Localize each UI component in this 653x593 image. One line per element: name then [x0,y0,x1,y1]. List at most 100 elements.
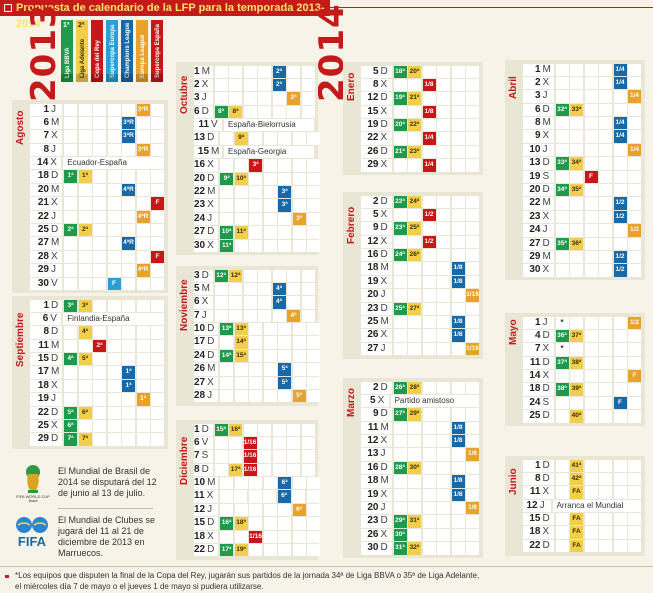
day-number: 19 [367,488,379,500]
day-label: 12 D [361,92,392,105]
competition-cells: 1/16 [393,289,479,302]
match-badge: 1/8 [466,448,479,461]
competition-cells: 1/4 [555,90,641,103]
empty-cell [292,172,306,186]
day-number: 19 [367,119,379,131]
empty-cell [220,530,234,544]
empty-cell [214,282,228,296]
day-row: 13 D 33ª 34ª [523,157,641,170]
empty-cell [64,197,77,210]
day-row: 13 J 1/8 [361,448,479,461]
day-row: 3 J 2ª [194,92,315,105]
match-badge: F [613,396,627,410]
empty-cell [258,436,272,450]
empty-cell [628,383,641,396]
empty-cell [466,105,479,119]
weekday: M [51,339,60,351]
empty-cell [229,309,243,323]
day-row: 15 M España-Georgia [194,145,314,159]
empty-cell [599,63,612,76]
day-row: 8 X 1/8 [361,78,479,92]
match-badge: 36ª [555,329,569,343]
day-row: 27 M 4ªR [30,237,164,250]
empty-cell [437,195,450,208]
competition-cells: 1ª [64,379,164,393]
empty-cell [292,376,306,390]
match-badge: 28ª [408,381,421,394]
empty-cell [408,105,421,119]
empty-cell [393,475,407,488]
empty-cell [408,475,421,488]
day-label: 11 D [523,356,554,370]
empty-cell [451,105,465,119]
weekday: X [380,132,388,144]
empty-cell [599,383,612,396]
match-badge: 18ª [393,65,407,78]
empty-cell [263,349,277,363]
match-badge: 2ª [64,224,77,237]
competition-cells: * 1/2 [555,316,641,329]
match-badge: 3ª [64,299,77,312]
match-badge: 1/2 [613,197,627,210]
day-row: 21 X F [30,197,164,210]
competition-cells: 2ª 2ª [64,224,164,237]
day-number: 10 [194,477,206,489]
empty-cell [584,197,598,210]
weekday: X [207,239,214,251]
day-label: 28 J [194,390,219,403]
day-row: 8 D 42ª [523,472,641,486]
match-badge: 1/4 [613,130,627,143]
empty-cell [466,275,479,289]
weekday: M [542,117,551,129]
day-label: 27 J [361,342,392,356]
empty-cell [584,157,598,170]
weekday: M [51,183,60,195]
empty-cell [437,119,450,132]
competition-cells: 1/2 [555,224,641,237]
empty-cell [422,461,436,475]
empty-cell [570,117,583,130]
weekday: D [207,132,215,144]
day-label: 30 X [523,264,554,277]
weekday: X [377,394,385,406]
day-label: 26 X [361,528,392,542]
legend-swatch-foot [121,74,133,82]
empty-cell [628,459,641,472]
empty-cell [107,264,121,277]
empty-cell [78,366,92,379]
day-row: 20 D 34ª 35ª [523,184,641,197]
empty-cell [78,250,92,264]
empty-cell [466,119,479,132]
empty-cell [466,488,479,502]
match-badge: 1/16 [466,342,479,356]
empty-cell [249,323,263,336]
match-badge: 11ª [234,226,248,239]
svg-text:FIFA WORLD CUP: FIFA WORLD CUP [16,494,50,499]
day-row: 6 M 3ªR [30,116,164,130]
club-world-cup-info: El Mundial de Clubes se jugará del 11 al… [58,515,156,558]
empty-cell [122,353,135,366]
match-badge: 16ª [229,423,243,436]
day-label: 10 J [523,143,554,157]
day-row: 27 J 1/16 [361,342,479,356]
empty-cell [393,342,407,356]
weekday: X [542,486,550,498]
competition-cells: 29ª 31ª [393,515,479,528]
day-label: 11 M [361,421,392,435]
day-number: 15 [529,513,541,525]
empty-cell [263,477,277,490]
empty-cell [287,105,301,119]
competition-cells: 16ª 18ª [220,517,321,530]
competition-cells: 1/16 [214,450,315,463]
empty-cell [422,249,436,262]
empty-cell [466,421,479,435]
weekday: X [542,343,550,355]
empty-cell [292,226,306,239]
empty-cell [278,517,292,530]
competition-cells: 1/4 [555,76,641,90]
competition-cells: 4ª 5ª [64,353,164,366]
